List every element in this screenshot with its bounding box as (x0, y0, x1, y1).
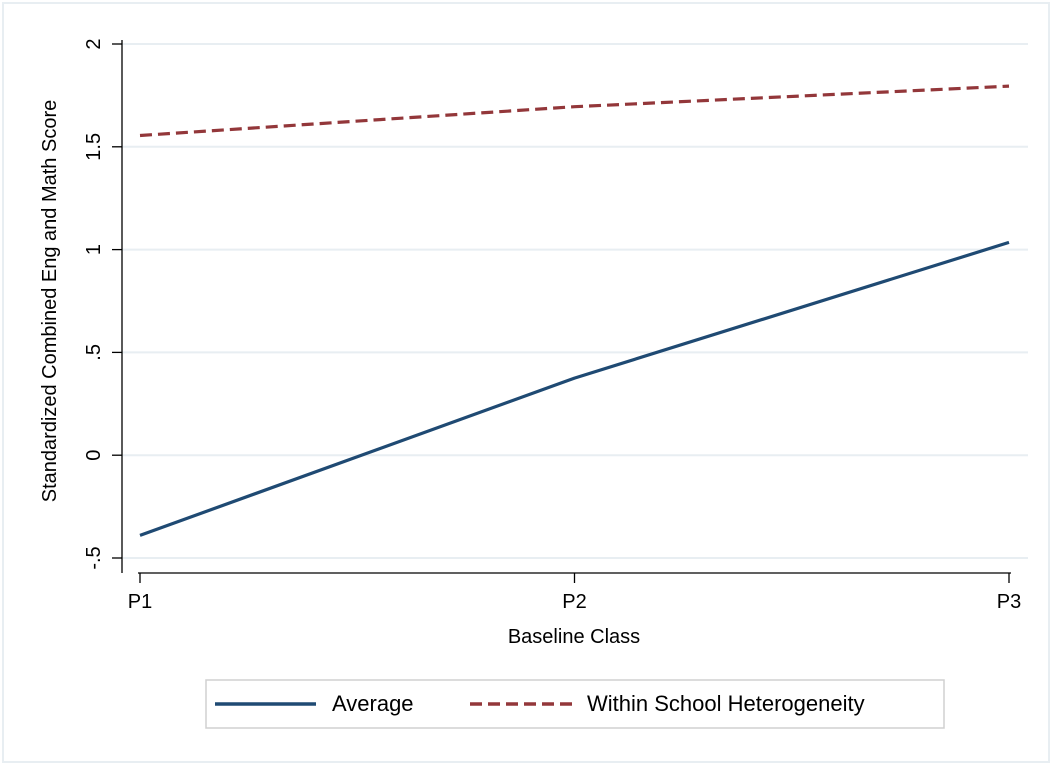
axes: -.5 0 .5 1 1.5 2 P1 P2 P3 (83, 38, 1021, 613)
series-line-within-school-heterogeneity (139, 84, 1010, 138)
x-tick-label: P1 (128, 591, 152, 613)
y-tick-label: -.5 (83, 546, 105, 569)
x-tick-label: P3 (997, 591, 1021, 613)
series-group (139, 84, 1010, 537)
y-tick-label: 2 (83, 38, 105, 49)
legend: Average Within School Heterogeneity (205, 679, 945, 729)
grid (122, 43, 1028, 559)
legend-box (205, 679, 945, 729)
y-axis-label: Standardized Combined Eng and Math Score (39, 100, 61, 502)
legend-label-average: Average (332, 691, 414, 716)
legend-label-within-school-heterogeneity: Within School Heterogeneity (587, 691, 865, 716)
y-tick-label: 1 (83, 244, 105, 255)
y-tick-label: 0 (83, 450, 105, 461)
series-line-average (139, 240, 1010, 537)
y-tick-label: 1.5 (83, 133, 105, 161)
x-tick-label: P2 (562, 591, 586, 613)
y-tick-label: .5 (83, 344, 105, 361)
x-axis-label: Baseline Class (508, 626, 640, 648)
